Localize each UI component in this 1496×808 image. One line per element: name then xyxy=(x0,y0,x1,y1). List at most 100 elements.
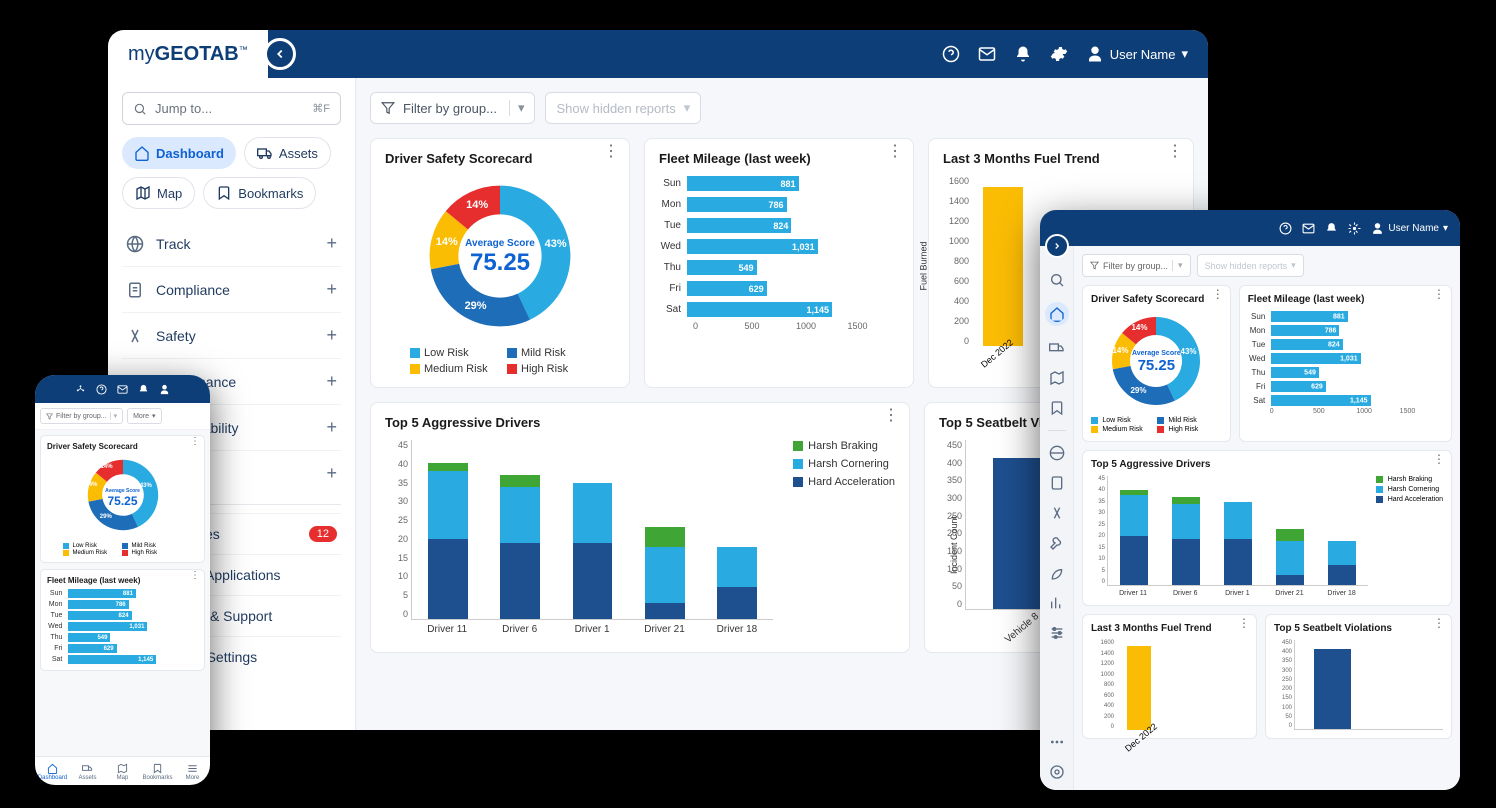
search-input[interactable]: Jump to... ⌘F xyxy=(122,92,341,125)
home-icon[interactable] xyxy=(1045,302,1069,326)
tab-map[interactable]: Map xyxy=(122,177,195,209)
axis-tick: 1000 xyxy=(796,321,848,331)
axis-tick: 30 xyxy=(388,496,408,506)
tab-bookmarks[interactable]: Bookmarks xyxy=(140,757,175,785)
card-menu-button[interactable]: ⋮ xyxy=(603,149,619,155)
filter-by-group-button[interactable]: Filter by group... ▾ xyxy=(40,408,123,424)
tab-assets[interactable]: Assets xyxy=(244,137,331,169)
gear-icon[interactable] xyxy=(1348,222,1361,235)
card-title: Fleet Mileage (last week) xyxy=(1248,294,1443,305)
filter-by-group-button[interactable]: Filter by group... ▾ xyxy=(370,92,535,124)
tab-dashboard[interactable]: Dashboard xyxy=(35,757,70,785)
tab-more[interactable]: More xyxy=(175,757,210,785)
tab-assets[interactable]: Assets xyxy=(70,757,105,785)
mileage-bar: 786 xyxy=(68,600,128,609)
nav-compliance[interactable]: Compliance + xyxy=(122,266,341,312)
more-icon[interactable] xyxy=(1049,734,1065,750)
gear-icon[interactable] xyxy=(1050,45,1068,63)
axis-tick: 15 xyxy=(388,553,408,563)
axis-tick: 800 xyxy=(943,256,969,266)
settings-icon[interactable] xyxy=(1049,764,1065,780)
card-menu-button[interactable]: ⋮ xyxy=(1433,292,1445,296)
mileage-bar: 1,031 xyxy=(687,239,818,254)
chart-icon[interactable] xyxy=(1049,595,1065,611)
legend-swatch xyxy=(410,364,420,374)
user-menu[interactable]: User Name▾ xyxy=(1371,222,1448,235)
tab-dashboard[interactable]: Dashboard xyxy=(122,137,236,169)
bookmark-icon[interactable] xyxy=(1049,400,1065,416)
fuel-bar: Dec 2022 xyxy=(1127,646,1151,730)
help-icon[interactable] xyxy=(96,384,107,395)
slice-pct: 14% xyxy=(1112,346,1128,355)
sidebar-collapse-button[interactable] xyxy=(264,38,296,70)
mail-icon[interactable] xyxy=(117,384,128,395)
tab-bookmarks[interactable]: Bookmarks xyxy=(203,177,316,209)
card-menu-button[interactable]: ⋮ xyxy=(1433,457,1445,461)
stack-segment xyxy=(1276,541,1305,575)
logo-prefix: my xyxy=(128,43,155,65)
axis-tick: 0 xyxy=(1270,408,1313,415)
truck-icon[interactable] xyxy=(1049,340,1065,356)
fuel-xlabel: Dec 2022 xyxy=(1123,721,1159,753)
clipboard-icon[interactable] xyxy=(1049,475,1065,491)
leaf-icon[interactable] xyxy=(1049,565,1065,581)
card-menu-button[interactable]: ⋮ xyxy=(883,413,899,419)
help-icon[interactable] xyxy=(942,45,960,63)
day-label: Sun xyxy=(1248,312,1266,321)
legend-label: Low Risk xyxy=(73,543,97,549)
aggressive-stack xyxy=(717,547,757,619)
globe-icon[interactable] xyxy=(1049,445,1065,461)
more-button[interactable]: More ▾ xyxy=(127,408,161,424)
user-icon xyxy=(1371,222,1384,235)
mail-icon[interactable] xyxy=(1302,222,1315,235)
aggressive-stack xyxy=(428,463,468,619)
nav-track[interactable]: Track + xyxy=(122,221,341,266)
safety-icon[interactable] xyxy=(1049,505,1065,521)
wrench-icon[interactable] xyxy=(1049,535,1065,551)
stack-segment xyxy=(645,603,685,619)
aggressive-stack xyxy=(645,527,685,619)
rail-expand-button[interactable] xyxy=(1045,234,1069,258)
card-menu-button[interactable]: ⋮ xyxy=(1167,149,1183,155)
legend-swatch xyxy=(122,543,128,549)
card-menu-button[interactable]: ⋮ xyxy=(1433,621,1445,625)
sliders-icon[interactable] xyxy=(1049,625,1065,641)
seatbelt-column xyxy=(1295,640,1369,729)
seatbelt-yaxis: 450400350300250200150100500 xyxy=(1277,640,1292,729)
mileage-value: 786 xyxy=(769,200,784,210)
show-hidden-button[interactable]: Show hidden reports ▾ xyxy=(545,92,701,124)
slice-pct: 43% xyxy=(545,238,567,250)
user-menu[interactable]: User Name ▾ xyxy=(1086,45,1188,63)
card-menu-button[interactable]: ⋮ xyxy=(190,440,200,443)
card-menu-button[interactable]: ⋮ xyxy=(887,149,903,155)
bell-icon[interactable] xyxy=(1325,222,1338,235)
tab-label: Map xyxy=(157,186,182,201)
card-menu-button[interactable]: ⋮ xyxy=(1212,292,1224,296)
bell-icon[interactable] xyxy=(138,384,149,395)
legend-swatch xyxy=(1376,496,1383,503)
card-seatbelt: Top 5 Seatbelt Violations ⋮ 450400350300… xyxy=(1265,614,1452,739)
axis-tick: 300 xyxy=(942,493,962,503)
mileage-value: 549 xyxy=(1304,369,1316,376)
user-icon[interactable] xyxy=(159,384,170,395)
messages-badge: 12 xyxy=(309,526,337,542)
logo-tm: ™ xyxy=(239,44,248,54)
help-icon[interactable] xyxy=(1279,222,1292,235)
tab-map[interactable]: Map xyxy=(105,757,140,785)
org-icon[interactable] xyxy=(75,384,86,395)
show-hidden-button[interactable]: Show hidden reports ▾ xyxy=(1197,254,1304,277)
stack-segment xyxy=(645,527,685,547)
card-menu-button[interactable]: ⋮ xyxy=(1238,621,1250,625)
nav-label: Compliance xyxy=(156,282,230,298)
bell-icon[interactable] xyxy=(1014,45,1032,63)
mail-icon[interactable] xyxy=(978,45,996,63)
search-icon[interactable] xyxy=(1049,272,1065,288)
axis-tick: 0 xyxy=(942,599,962,609)
map-icon[interactable] xyxy=(1049,370,1065,386)
slice-pct: 14% xyxy=(101,464,113,470)
filter-by-group-button[interactable]: Filter by group... ▾ xyxy=(1082,254,1191,277)
card-menu-button[interactable]: ⋮ xyxy=(190,574,200,577)
nav-safety[interactable]: Safety + xyxy=(122,312,341,358)
legend-label: Low Risk xyxy=(1102,417,1130,424)
legend-swatch xyxy=(793,441,803,451)
